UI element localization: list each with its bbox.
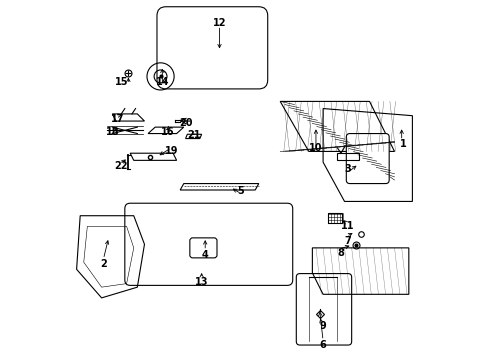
FancyBboxPatch shape: [346, 134, 388, 184]
Text: 3: 3: [344, 164, 351, 174]
Text: 6: 6: [319, 340, 326, 350]
Text: 5: 5: [237, 186, 244, 196]
Bar: [328, 213, 341, 223]
Text: 9: 9: [319, 321, 326, 332]
Text: 12: 12: [212, 18, 226, 28]
Text: 15: 15: [114, 77, 128, 87]
Text: 18: 18: [105, 127, 119, 137]
Text: 7: 7: [344, 236, 351, 246]
Text: 21: 21: [187, 130, 201, 140]
FancyBboxPatch shape: [296, 274, 351, 345]
FancyBboxPatch shape: [157, 7, 267, 89]
Text: 10: 10: [308, 143, 322, 153]
Text: 17: 17: [111, 114, 124, 124]
FancyBboxPatch shape: [189, 238, 217, 258]
Text: 2: 2: [100, 259, 106, 269]
Text: 4: 4: [202, 250, 208, 260]
Text: 20: 20: [179, 118, 192, 128]
Text: 11: 11: [341, 221, 354, 231]
Text: 8: 8: [337, 248, 344, 258]
Text: 19: 19: [164, 147, 178, 157]
Text: 1: 1: [399, 139, 406, 149]
Text: 14: 14: [155, 77, 169, 87]
FancyBboxPatch shape: [124, 203, 292, 285]
Text: 16: 16: [161, 127, 174, 137]
Text: 22: 22: [114, 161, 128, 171]
Text: 13: 13: [195, 277, 208, 287]
